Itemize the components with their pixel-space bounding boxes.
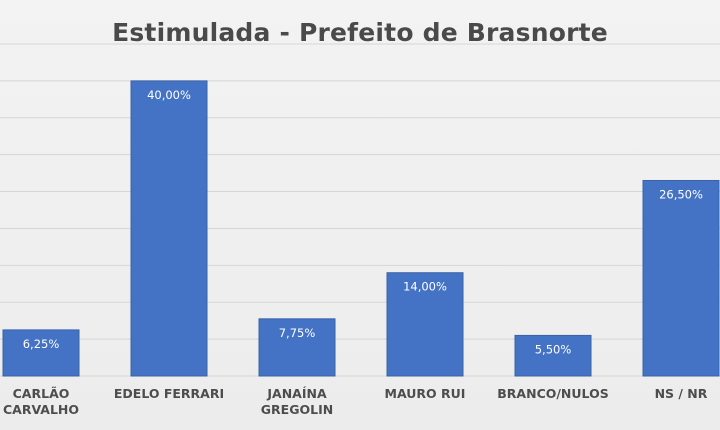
bar-value-label: 7,75% bbox=[279, 326, 316, 340]
gridlines bbox=[0, 43, 720, 377]
category-label: GREGOLIN bbox=[261, 402, 333, 417]
bar bbox=[258, 318, 336, 377]
bar-value-label: 5,50% bbox=[535, 342, 572, 356]
bars bbox=[2, 80, 720, 377]
category-label: CARLÃO bbox=[13, 386, 70, 401]
bar-value-label: 26,50% bbox=[659, 187, 703, 201]
bar-value-label: 40,00% bbox=[147, 88, 191, 102]
category-label: EDELO FERRARI bbox=[114, 386, 224, 401]
category-label: NS / NR bbox=[655, 386, 708, 401]
category-label: CARVALHO bbox=[3, 402, 79, 417]
bar-value-label: 6,25% bbox=[23, 337, 60, 351]
chart-title: Estimulada - Prefeito de Brasnorte bbox=[112, 18, 608, 47]
bar bbox=[514, 334, 592, 377]
category-label: MAURO RUI bbox=[385, 386, 466, 401]
bar bbox=[642, 179, 720, 377]
bar bbox=[130, 80, 208, 377]
bar-value-label: 14,00% bbox=[403, 280, 447, 294]
category-label: JANAÍNA bbox=[266, 386, 327, 401]
bar bbox=[386, 272, 464, 377]
bar bbox=[2, 329, 80, 377]
category-label: BRANCO/NULOS bbox=[497, 386, 608, 401]
data-labels: 6,25% 40,00% 7,75% 14,00% 5,50% 26,50% bbox=[23, 88, 703, 357]
